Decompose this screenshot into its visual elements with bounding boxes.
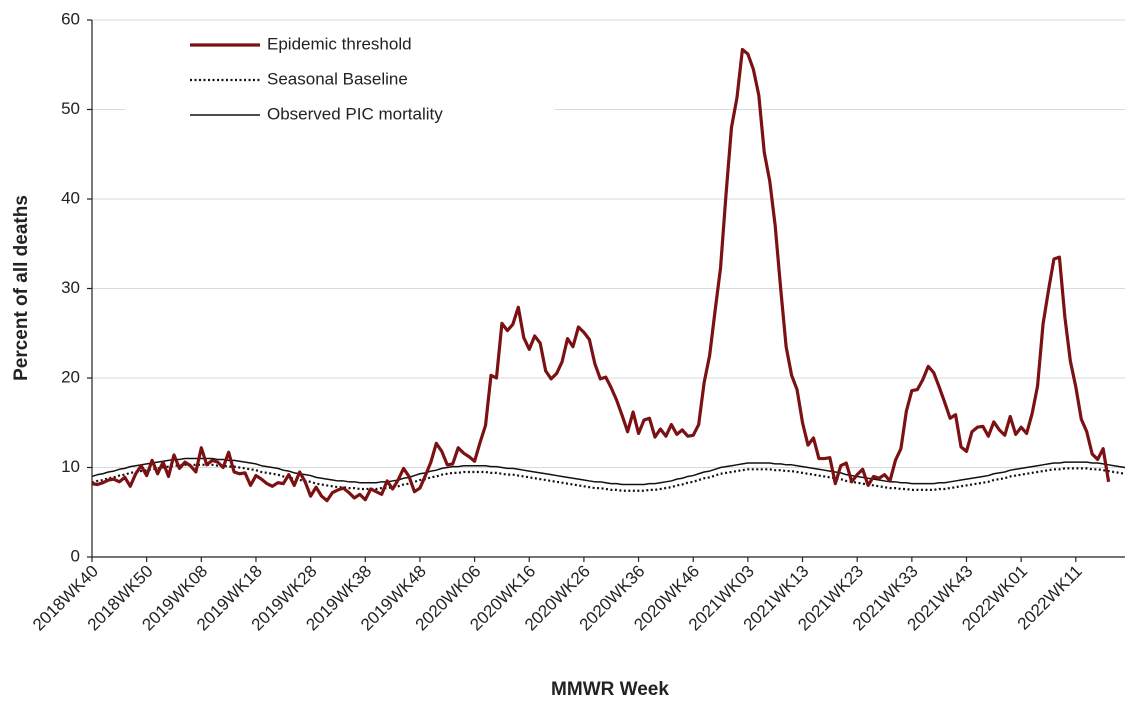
legend-label: Seasonal Baseline xyxy=(267,69,408,88)
line-series xyxy=(91,457,1126,486)
y-axis-title: Percent of all deaths xyxy=(11,195,32,381)
y-tick-label: 60 xyxy=(61,9,80,28)
line-series xyxy=(91,47,1111,503)
x-axis-title: MMWR Week xyxy=(551,679,669,700)
legend-label: Observed PIC mortality xyxy=(267,104,443,123)
y-tick-label: 10 xyxy=(61,457,80,476)
y-tick-label: 50 xyxy=(61,99,80,118)
y-tick-label: 20 xyxy=(61,367,80,386)
y-tick-label: 40 xyxy=(61,188,80,207)
legend-label: Epidemic threshold xyxy=(267,34,412,53)
y-tick-label: 30 xyxy=(61,278,80,297)
line-series xyxy=(91,463,1126,492)
y-tick-label: 0 xyxy=(71,546,80,565)
